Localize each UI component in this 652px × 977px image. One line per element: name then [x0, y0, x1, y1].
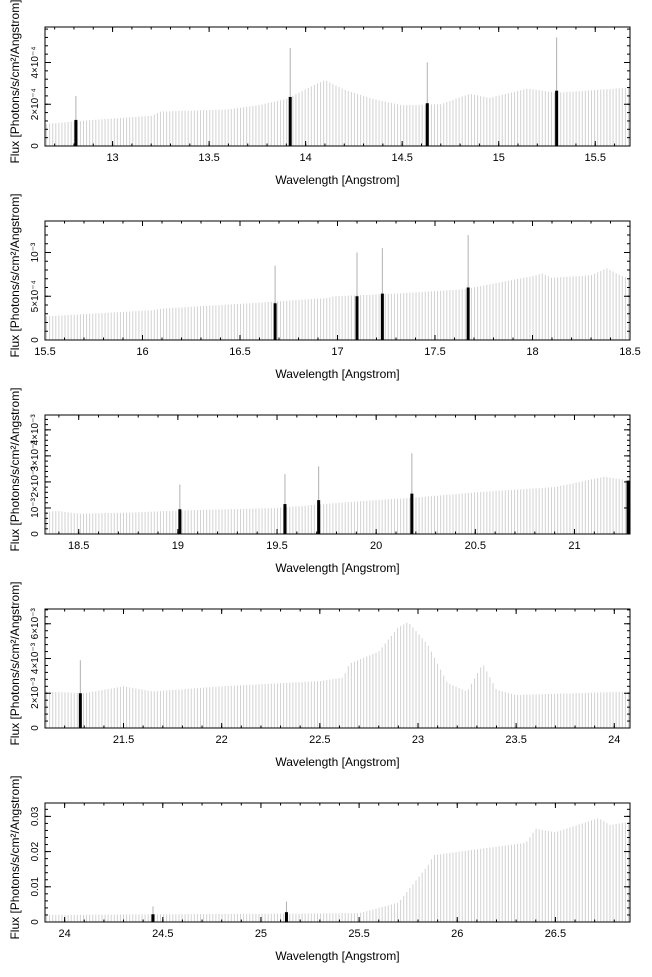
y-tick-label: 2×10⁻³	[30, 677, 41, 709]
emission-line-bar	[380, 293, 384, 340]
y-tick-label: 4×10⁻³	[30, 414, 41, 446]
x-tick-label: 22	[216, 734, 228, 746]
x-tick-label: 26	[451, 928, 463, 940]
emission-line-bar	[466, 287, 470, 340]
y-tick-label: 10⁻³	[30, 242, 41, 262]
x-tick-label: 21.5	[113, 734, 134, 746]
x-tick-label: 15.5	[585, 152, 606, 164]
axes-frame	[44, 414, 631, 535]
emission-line-bar	[78, 693, 82, 728]
emission-line-bar	[555, 90, 559, 146]
emission-line-bar	[273, 303, 277, 340]
axes-frame	[44, 802, 631, 923]
x-tick-label: 22.5	[309, 734, 330, 746]
y-tick-label: 2×10⁻⁴	[30, 88, 41, 120]
y-axis-label: Flux [Photons/s/cm²/Angstrom]	[8, 581, 22, 745]
x-tick-label: 14.5	[391, 152, 412, 164]
emission-line-bar	[283, 504, 287, 534]
x-axis-label: Wavelength [Angstrom]	[275, 755, 399, 769]
emission-line-bar	[151, 914, 155, 922]
y-axis-label: Flux [Photons/s/cm²/Angstrom]	[8, 193, 22, 357]
y-tick-label: 10⁻³	[30, 497, 41, 517]
x-tick-label: 26.5	[545, 928, 566, 940]
y-tick-label: 2×10⁻³	[30, 466, 41, 498]
x-tick-label: 18	[526, 346, 538, 358]
y-tick-label: 3×10⁻³	[30, 440, 41, 472]
y-tick-label: 6×10⁻³	[30, 608, 41, 640]
emission-line-bar	[288, 96, 292, 146]
y-axis-label: Flux [Photons/s/cm²/Angstrom]	[8, 387, 22, 551]
x-tick-label: 21	[568, 540, 580, 552]
x-tick-label: 24	[608, 734, 620, 746]
x-tick-label: 19.5	[266, 540, 287, 552]
x-axis-label: Wavelength [Angstrom]	[275, 367, 399, 381]
axes-frame	[44, 26, 631, 147]
x-tick-label: 17	[331, 346, 343, 358]
x-tick-label: 17.5	[424, 346, 445, 358]
x-tick-label: 19	[172, 540, 184, 552]
y-tick-label: 0	[30, 531, 41, 537]
x-tick-label: 13.5	[198, 152, 219, 164]
emission-line-bar	[410, 493, 414, 534]
x-tick-label: 15	[493, 152, 505, 164]
x-axis-label: Wavelength [Angstrom]	[275, 561, 399, 575]
emission-line-bar	[317, 500, 321, 534]
y-tick-label: 0.02	[30, 841, 41, 861]
x-tick-label: 25.5	[348, 928, 369, 940]
emission-line-bar	[284, 912, 288, 922]
x-tick-label: 14	[300, 152, 312, 164]
y-axis-label: Flux [Photons/s/cm²/Angstrom]	[8, 0, 22, 164]
x-tick-label: 16	[136, 346, 148, 358]
emission-line-bar	[178, 509, 182, 534]
emission-line-bar	[74, 119, 78, 146]
y-tick-label: 0	[30, 143, 41, 149]
emission-line-bar	[626, 480, 630, 534]
y-tick-label: 0.01	[30, 877, 41, 897]
y-tick-label: 4×10⁻³	[30, 642, 41, 674]
y-axis-label: Flux [Photons/s/cm²/Angstrom]	[8, 775, 22, 939]
x-tick-label: 16.5	[229, 346, 250, 358]
x-tick-label: 24	[59, 928, 71, 940]
y-tick-label: 0	[30, 337, 41, 343]
x-tick-label: 20.5	[465, 540, 486, 552]
y-tick-label: 0	[30, 919, 41, 925]
x-tick-label: 23	[412, 734, 424, 746]
x-tick-label: 18.5	[619, 346, 640, 358]
y-tick-label: 5×10⁻⁴	[30, 280, 41, 312]
y-tick-label: 4×10⁻⁴	[30, 46, 41, 78]
x-tick-label: 25	[255, 928, 267, 940]
x-axis-label: Wavelength [Angstrom]	[275, 173, 399, 187]
x-axis-label: Wavelength [Angstrom]	[275, 949, 399, 963]
x-tick-label: 15.5	[34, 346, 55, 358]
x-tick-label: 18.5	[68, 540, 89, 552]
x-tick-label: 13	[106, 152, 118, 164]
axes-frame	[44, 608, 631, 729]
y-tick-label: 0	[30, 725, 41, 731]
y-tick-label: 0.03	[30, 806, 41, 826]
x-tick-label: 24.5	[152, 928, 173, 940]
x-tick-label: 20	[370, 540, 382, 552]
emission-line-bar	[425, 103, 429, 146]
x-tick-label: 23.5	[505, 734, 526, 746]
emission-line-bar	[355, 296, 359, 340]
